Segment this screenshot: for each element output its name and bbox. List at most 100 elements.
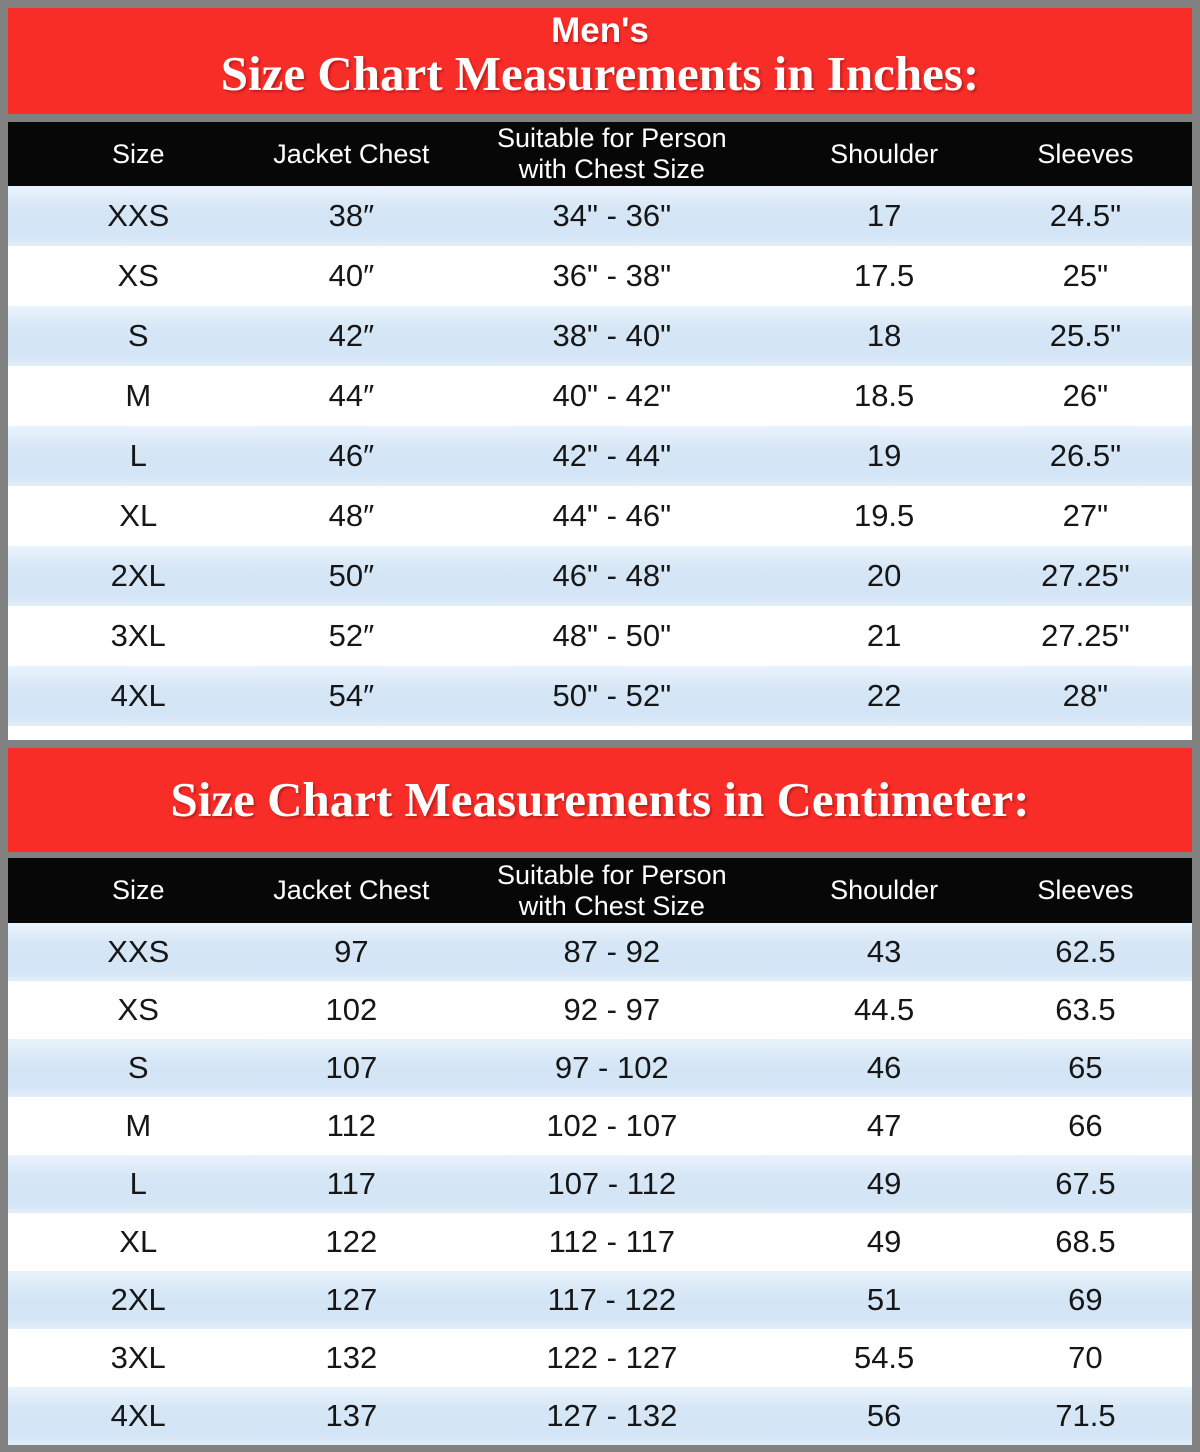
- banner-centimeter: Size Chart Measurements in Centimeter:: [8, 748, 1192, 852]
- value-cell: 17.5: [789, 246, 979, 306]
- value-cell: 38″: [268, 186, 435, 246]
- value-cell: 107: [268, 1039, 435, 1097]
- value-cell: 34" - 36": [434, 186, 790, 246]
- table-row: M 44″ 40" - 42" 18.5 26": [8, 366, 1192, 426]
- size-table-inches: Size Jacket Chest Suitable for Person with…: [8, 122, 1192, 726]
- column-header: Shoulder: [789, 858, 979, 923]
- value-cell: 38" - 40": [434, 306, 790, 366]
- value-cell: 127: [268, 1271, 435, 1329]
- column-header: Jacket Chest: [268, 122, 435, 186]
- banner-centimeter-title: Size Chart Measurements in Centimeter:: [170, 772, 1030, 827]
- size-cell: 2XL: [8, 1271, 269, 1329]
- value-cell: 117: [268, 1155, 435, 1213]
- table-row: 3XL 52″ 48" - 50" 21 27.25": [8, 606, 1192, 666]
- value-cell: 70: [978, 1329, 1192, 1387]
- value-cell: 49: [789, 1155, 979, 1213]
- value-cell: 107 - 112: [434, 1155, 790, 1213]
- value-cell: 44.5: [789, 981, 979, 1039]
- value-cell: 42″: [268, 306, 435, 366]
- size-table-inches-wrap: Size Jacket Chest Suitable for Person with…: [8, 122, 1192, 740]
- value-cell: 54″: [268, 666, 435, 726]
- size-table-cm: Size Jacket Chest Suitable for Person with…: [8, 858, 1192, 1445]
- banner-inches: Men's Size Chart Measurements in Inches:: [8, 8, 1192, 114]
- value-cell: 102 - 107: [434, 1097, 790, 1155]
- value-cell: 66: [978, 1097, 1192, 1155]
- value-cell: 27.25": [978, 546, 1192, 606]
- size-cell: M: [8, 1097, 269, 1155]
- value-cell: 117 - 122: [434, 1271, 790, 1329]
- size-table-cm-header: Size Jacket Chest Suitable for Person with…: [8, 858, 1192, 923]
- value-cell: 50″: [268, 546, 435, 606]
- size-cell: S: [8, 306, 269, 366]
- value-cell: 68.5: [978, 1213, 1192, 1271]
- table-row: 2XL 127 117 - 122 51 69: [8, 1271, 1192, 1329]
- table-row: L 46″ 42" - 44" 19 26.5": [8, 426, 1192, 486]
- banner-inches-subtitle: Men's: [551, 11, 649, 50]
- column-header: Shoulder: [789, 122, 979, 186]
- banner-inches-title: Size Chart Measurements in Inches:: [220, 46, 980, 101]
- value-cell: 65: [978, 1039, 1192, 1097]
- value-cell: 56: [789, 1387, 979, 1445]
- size-table-cm-body: XXS 97 87 - 92 43 62.5 XS 102 92 - 97 44.5 63.5 S 1…: [8, 923, 1192, 1445]
- value-cell: 46: [789, 1039, 979, 1097]
- value-cell: 92 - 97: [434, 981, 790, 1039]
- size-cell: XS: [8, 981, 269, 1039]
- value-cell: 17: [789, 186, 979, 246]
- table-header-row: Size Jacket Chest Suitable for Person with…: [8, 122, 1192, 186]
- size-cell: XXS: [8, 923, 269, 981]
- value-cell: 46″: [268, 426, 435, 486]
- table-row: S 107 97 - 102 46 65: [8, 1039, 1192, 1097]
- size-cell: XL: [8, 486, 269, 546]
- table-row: XS 102 92 - 97 44.5 63.5: [8, 981, 1192, 1039]
- value-cell: 24.5": [978, 186, 1192, 246]
- value-cell: 97 - 102: [434, 1039, 790, 1097]
- size-cell: 2XL: [8, 546, 269, 606]
- column-header: Suitable for Person with Chest Size: [434, 122, 790, 186]
- size-table-inches-header: Size Jacket Chest Suitable for Person with…: [8, 122, 1192, 186]
- value-cell: 102: [268, 981, 435, 1039]
- value-cell: 27.25": [978, 606, 1192, 666]
- value-cell: 40" - 42": [434, 366, 790, 426]
- value-cell: 26": [978, 366, 1192, 426]
- value-cell: 26.5": [978, 426, 1192, 486]
- value-cell: 28": [978, 666, 1192, 726]
- value-cell: 51: [789, 1271, 979, 1329]
- table-row: S 42″ 38" - 40" 18 25.5": [8, 306, 1192, 366]
- value-cell: 43: [789, 923, 979, 981]
- value-cell: 18.5: [789, 366, 979, 426]
- size-table-cm-wrap: Size Jacket Chest Suitable for Person with…: [8, 858, 1192, 1445]
- value-cell: 132: [268, 1329, 435, 1387]
- column-header: Sleeves: [978, 858, 1192, 923]
- column-header: Size: [8, 858, 269, 923]
- table-row: M 112 102 - 107 47 66: [8, 1097, 1192, 1155]
- value-cell: 19: [789, 426, 979, 486]
- value-cell: 87 - 92: [434, 923, 790, 981]
- size-cell: L: [8, 1155, 269, 1213]
- column-header: Sleeves: [978, 122, 1192, 186]
- size-cell: 3XL: [8, 1329, 269, 1387]
- value-cell: 44" - 46": [434, 486, 790, 546]
- value-cell: 47: [789, 1097, 979, 1155]
- size-cell: XS: [8, 246, 269, 306]
- value-cell: 40″: [268, 246, 435, 306]
- value-cell: 22: [789, 666, 979, 726]
- value-cell: 20: [789, 546, 979, 606]
- value-cell: 62.5: [978, 923, 1192, 981]
- value-cell: 25.5": [978, 306, 1192, 366]
- size-cell: S: [8, 1039, 269, 1097]
- table-row: XXS 38″ 34" - 36" 17 24.5": [8, 186, 1192, 246]
- size-cell: 4XL: [8, 1387, 269, 1445]
- value-cell: 71.5: [978, 1387, 1192, 1445]
- value-cell: 27": [978, 486, 1192, 546]
- value-cell: 69: [978, 1271, 1192, 1329]
- table-row: XXS 97 87 - 92 43 62.5: [8, 923, 1192, 981]
- value-cell: 112 - 117: [434, 1213, 790, 1271]
- value-cell: 48″: [268, 486, 435, 546]
- value-cell: 63.5: [978, 981, 1192, 1039]
- size-cell: 3XL: [8, 606, 269, 666]
- value-cell: 97: [268, 923, 435, 981]
- value-cell: 18: [789, 306, 979, 366]
- table-row: 4XL 54″ 50" - 52" 22 28": [8, 666, 1192, 726]
- table-row: 4XL 137 127 - 132 56 71.5: [8, 1387, 1192, 1445]
